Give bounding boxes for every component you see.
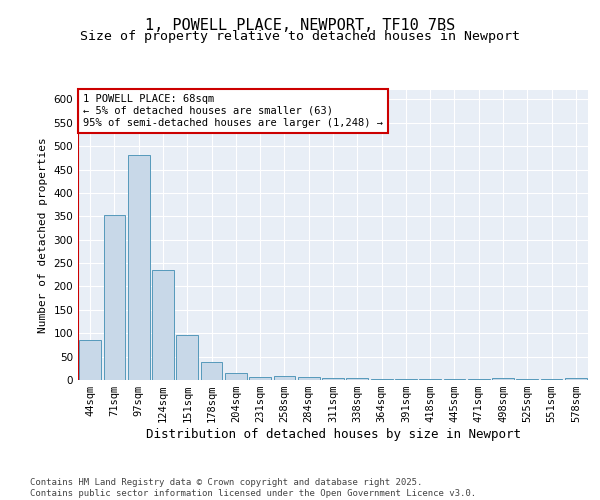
Text: 1, POWELL PLACE, NEWPORT, TF10 7BS: 1, POWELL PLACE, NEWPORT, TF10 7BS bbox=[145, 18, 455, 32]
Bar bbox=[492, 378, 514, 380]
Bar bbox=[322, 378, 344, 380]
Bar bbox=[200, 362, 223, 380]
Bar bbox=[298, 376, 320, 380]
Bar bbox=[274, 376, 295, 380]
Bar bbox=[371, 378, 392, 380]
Bar bbox=[541, 379, 562, 380]
Bar bbox=[517, 379, 538, 380]
Bar bbox=[443, 379, 466, 380]
Bar bbox=[419, 379, 441, 380]
Bar bbox=[395, 379, 417, 380]
Bar bbox=[225, 372, 247, 380]
X-axis label: Distribution of detached houses by size in Newport: Distribution of detached houses by size … bbox=[146, 428, 521, 441]
Bar bbox=[104, 216, 125, 380]
Bar bbox=[565, 378, 587, 380]
Bar bbox=[468, 379, 490, 380]
Text: Contains HM Land Registry data © Crown copyright and database right 2025.
Contai: Contains HM Land Registry data © Crown c… bbox=[30, 478, 476, 498]
Bar bbox=[152, 270, 174, 380]
Bar bbox=[79, 340, 101, 380]
Text: 1 POWELL PLACE: 68sqm
← 5% of detached houses are smaller (63)
95% of semi-detac: 1 POWELL PLACE: 68sqm ← 5% of detached h… bbox=[83, 94, 383, 128]
Bar bbox=[176, 334, 198, 380]
Bar bbox=[249, 376, 271, 380]
Text: Size of property relative to detached houses in Newport: Size of property relative to detached ho… bbox=[80, 30, 520, 43]
Y-axis label: Number of detached properties: Number of detached properties bbox=[38, 137, 48, 333]
Bar bbox=[346, 378, 368, 380]
Bar bbox=[128, 156, 149, 380]
